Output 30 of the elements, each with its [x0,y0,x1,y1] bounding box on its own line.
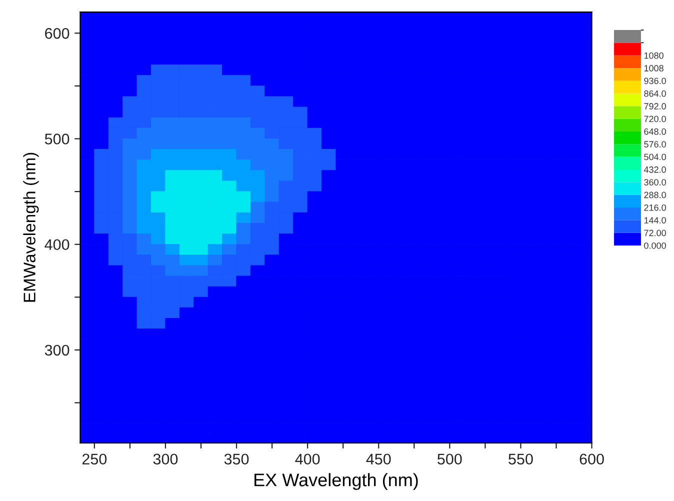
y-tick-label: 500 [44,134,70,144]
x-tick-label: 450 [366,454,391,465]
x-tick-label: 400 [295,454,320,465]
y-axis-title: EMWavelength (nm) [23,152,39,302]
color-bar-label: 792.0 [644,103,666,110]
color-bar-label: 504.0 [644,154,666,160]
color-bar-label: 432.0 [644,166,666,173]
y-tick-label: 600 [45,28,70,39]
y-tick-label: 400 [44,239,70,250]
color-bar-label: 144.0 [644,217,666,224]
color-bar-label: 1008 [644,65,664,72]
color-bar-label: 864.0 [644,90,666,97]
x-tick-label: 300 [153,454,178,465]
color-bar-label: 936.0 [644,78,666,84]
color-bar-label: 576.0 [644,141,666,148]
x-tick-label: 350 [224,454,249,465]
color-bar-label: 360.0 [644,179,666,186]
color-bar-label: 1080 [644,52,664,59]
x-tick-label: 500 [438,454,462,465]
color-bar-label: 720.0 [644,116,666,122]
color-bar-label: 0.000 [644,242,666,249]
x-tick-label: 600 [580,454,604,465]
color-bar-label: 648.0 [644,128,666,135]
color-bar-label: 72.00 [644,230,666,236]
x-axis-title: EX Wavelength (nm) [254,473,418,490]
y-tick-label: 300 [44,344,70,356]
x-tick-label: 250 [82,454,107,465]
color-bar-label: 288.0 [644,192,666,198]
x-tick-label: 550 [508,454,533,465]
color-bar-label: 216.0 [644,204,666,211]
